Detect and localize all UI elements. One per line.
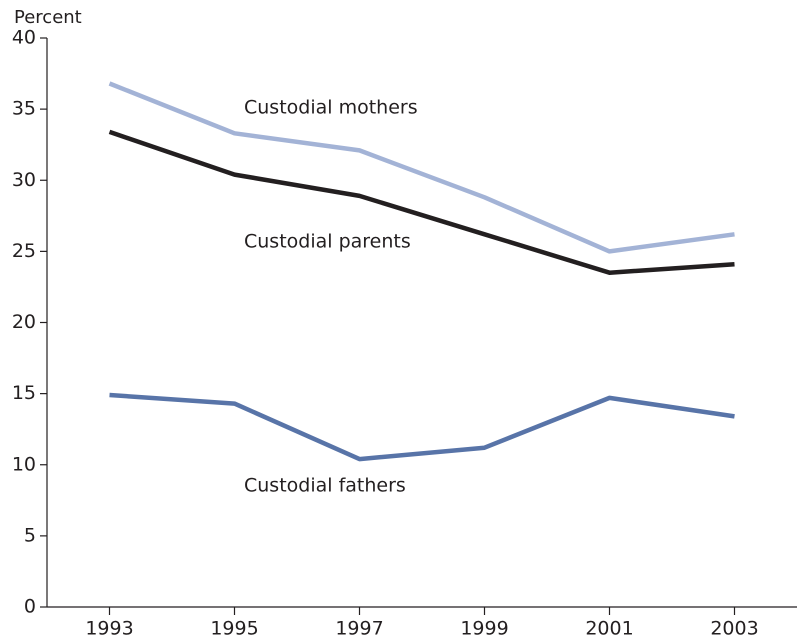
series-label: Custodial fathers	[244, 475, 406, 497]
x-tick-label: 1993	[85, 618, 133, 639]
y-tick-label: 0	[24, 596, 36, 618]
x-tick-label: 2003	[710, 618, 758, 639]
y-tick-label: 25	[12, 240, 36, 262]
x-tick-label: 1997	[335, 618, 383, 639]
x-tick-label: 2001	[585, 618, 633, 639]
series-label: Custodial parents	[244, 231, 411, 253]
y-axis-label: Percent	[14, 7, 82, 28]
y-tick-label: 40	[12, 27, 36, 49]
y-tick-label: 10	[12, 453, 36, 475]
y-tick-label: 20	[12, 311, 36, 333]
x-tick-label: 1999	[460, 618, 508, 639]
series-label: Custodial mothers	[244, 97, 418, 119]
y-tick-label: 15	[12, 382, 36, 404]
y-tick-label: 5	[24, 524, 36, 546]
series-line	[108, 81, 735, 254]
y-tick-label: 30	[12, 169, 36, 191]
y-tick-label: 35	[12, 98, 36, 120]
series-line	[109, 392, 735, 462]
series-line	[108, 129, 735, 275]
x-tick-label: 1995	[210, 618, 258, 639]
